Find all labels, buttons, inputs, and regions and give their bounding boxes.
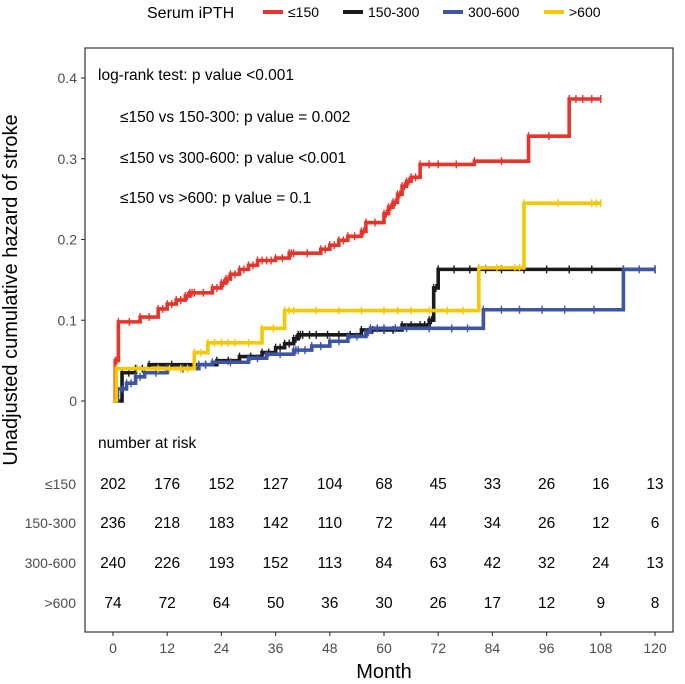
y-tick-label-0: 0 [69,393,77,409]
risk-table-title: number at risk [98,435,196,452]
risk-value: 240 [100,555,126,572]
risk-value: 13 [646,555,663,572]
risk-value: 44 [430,515,448,532]
risk-value: 236 [100,515,126,532]
risk-value: 17 [484,595,501,612]
risk-row-label-3: >600 [44,595,76,611]
x-tick-label-2: 24 [214,640,230,656]
risk-value: 26 [538,515,555,532]
risk-value: 72 [375,515,392,532]
risk-value: 34 [484,515,502,532]
risk-value: 12 [592,515,609,532]
risk-value: 193 [208,555,234,572]
x-tick-label-9: 108 [589,640,613,656]
risk-value: 218 [154,515,180,532]
risk-value: 68 [375,476,392,493]
annotation-2: ≤150 vs 300-600: p value <0.001 [120,150,346,167]
annotations: log-rank test: p value <0.001 ≤150 vs 150… [98,67,350,207]
risk-value: 183 [208,515,234,532]
risk-value: 152 [208,476,234,493]
x-tick-label-0: 0 [109,640,117,656]
legend-entry-0: ≤150 [288,4,319,20]
x-tick-label-8: 96 [539,640,555,656]
risk-value: 152 [263,555,289,572]
risk-value: 113 [317,555,342,572]
risk-value: 50 [267,595,285,612]
risk-value: 110 [317,515,342,532]
risk-value: 202 [100,476,126,493]
risk-value: 36 [321,595,338,612]
series-line-3 [113,201,601,403]
y-axis-label: Unadjusted cumulative hazard of stroke [0,114,22,465]
risk-value: 24 [592,555,610,572]
risk-value: 176 [154,476,180,493]
x-tick-label-1: 12 [159,640,175,656]
legend-entry-2: 300-600 [468,4,520,20]
legend: Serum iPTH ≤150 150-300 300-600 >600 [147,4,601,22]
y-tick-label-1: 0.1 [58,312,78,328]
risk-value: 32 [538,555,555,572]
censor-marks-3 [115,199,602,373]
risk-value: 72 [159,595,176,612]
risk-value: 84 [375,555,393,572]
x-tick-label-7: 84 [485,640,501,656]
risk-value: 9 [596,595,605,612]
risk-value: 12 [538,595,555,612]
risk-value: 45 [430,476,447,493]
y-tick-label-4: 0.4 [58,70,78,86]
risk-value: 13 [646,476,663,493]
risk-value: 142 [263,515,289,532]
risk-value: 26 [430,595,447,612]
censor-marks-0 [114,94,602,365]
risk-value: 26 [538,476,555,493]
risk-value: 104 [317,476,343,493]
y-axis: 0 0.1 0.2 0.3 0.4 [58,70,85,409]
risk-row-label-1: 150-300 [25,515,77,531]
x-tick-label-6: 72 [430,640,446,656]
x-tick-label-3: 36 [268,640,284,656]
risk-value: 226 [154,555,180,572]
x-tick-label-10: 120 [643,640,667,656]
risk-table: number at risk≤150 202 176 152 127 104 68 45 33 2… [25,435,664,612]
series-layer [113,94,656,403]
censor-marks-1 [121,265,656,377]
risk-row-label-0: ≤150 [45,476,76,492]
x-tick-label-5: 60 [376,640,392,656]
annotation-1: ≤150 vs 150-300: p value = 0.002 [120,109,350,126]
plot-panel [84,47,674,633]
risk-value: 30 [375,595,393,612]
x-axis: 0 12 24 36 48 60 72 84 96 108 120 [109,632,667,656]
legend-title: Serum iPTH [147,5,234,22]
y-tick-label-2: 0.2 [58,232,78,248]
annotation-3: ≤150 vs >600: p value = 0.1 [120,190,311,207]
risk-value: 42 [484,555,501,572]
risk-value: 74 [104,595,122,612]
risk-value: 63 [430,555,447,572]
y-tick-label-3: 0.3 [58,151,78,167]
x-axis-label: Month [356,661,412,683]
x-tick-label-4: 48 [322,640,338,656]
risk-value: 16 [592,476,609,493]
risk-value: 6 [651,515,660,532]
risk-value: 64 [213,595,231,612]
annotation-0: log-rank test: p value <0.001 [98,67,294,84]
risk-value: 127 [263,476,289,493]
legend-entry-1: 150-300 [368,4,420,20]
series-line-0 [113,97,601,403]
risk-value: 33 [484,476,501,493]
risk-value: 8 [651,595,660,612]
legend-entry-3: >600 [569,4,601,20]
risk-row-label-2: 300-600 [25,555,77,571]
